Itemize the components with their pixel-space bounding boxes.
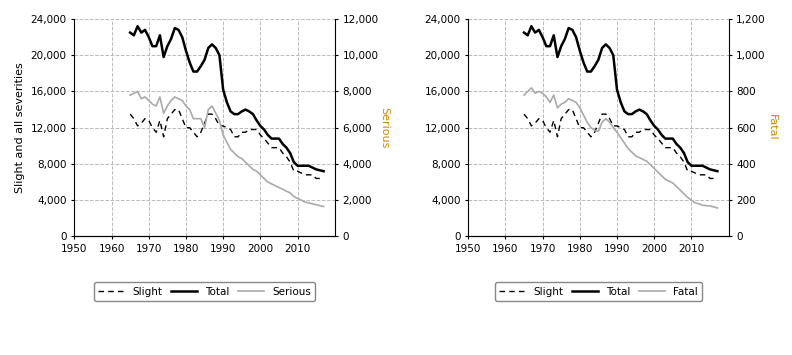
Slight xyxy=(170,108,180,112)
Line: Slight: Slight xyxy=(130,110,324,179)
Slight xyxy=(311,176,321,181)
Fatal xyxy=(575,106,584,110)
Slight xyxy=(713,176,722,181)
Fatal xyxy=(672,185,681,189)
Serious xyxy=(245,164,254,168)
Y-axis label: Fatal: Fatal xyxy=(767,114,777,141)
Line: Total: Total xyxy=(524,26,718,171)
Serious xyxy=(241,160,250,164)
Fatal xyxy=(694,202,703,206)
Total xyxy=(645,118,655,122)
Total xyxy=(300,164,310,168)
Slight xyxy=(181,126,191,130)
Slight xyxy=(649,133,659,137)
Total xyxy=(278,142,287,146)
Total xyxy=(713,169,722,173)
Total xyxy=(133,24,143,28)
Slight xyxy=(672,151,681,155)
Fatal xyxy=(713,206,722,210)
Total xyxy=(672,142,681,146)
Total xyxy=(575,49,584,53)
Total xyxy=(125,31,135,35)
Slight xyxy=(564,108,573,112)
Fatal xyxy=(645,163,655,167)
Total xyxy=(252,118,261,122)
Y-axis label: Serious: Serious xyxy=(379,107,390,148)
Fatal xyxy=(520,93,529,97)
Total xyxy=(634,108,644,112)
Slight xyxy=(245,127,254,132)
Slight xyxy=(705,176,714,181)
Line: Fatal: Fatal xyxy=(524,88,718,208)
Y-axis label: Slight and all severities: Slight and all severities xyxy=(15,62,25,193)
Serious xyxy=(125,93,135,97)
Fatal xyxy=(638,157,648,162)
Slight xyxy=(575,126,584,130)
Total xyxy=(319,169,329,173)
Line: Serious: Serious xyxy=(130,92,324,207)
Slight xyxy=(520,112,529,116)
Serious xyxy=(278,187,287,191)
Slight xyxy=(241,130,250,135)
Total xyxy=(241,108,250,112)
Total xyxy=(694,164,703,168)
Fatal xyxy=(527,86,536,90)
Legend: Slight, Total, Serious: Slight, Total, Serious xyxy=(94,282,315,301)
Serious xyxy=(181,104,191,108)
Line: Total: Total xyxy=(130,26,324,171)
Serious xyxy=(300,200,310,204)
Slight xyxy=(645,127,655,132)
Serious xyxy=(319,204,329,209)
Slight xyxy=(252,127,261,132)
Total xyxy=(245,109,254,114)
Slight xyxy=(634,130,644,135)
Legend: Slight, Total, Fatal: Slight, Total, Fatal xyxy=(495,282,702,301)
Total xyxy=(527,24,536,28)
Fatal xyxy=(634,155,644,160)
Slight xyxy=(319,176,329,181)
Line: Slight: Slight xyxy=(524,110,718,179)
Serious xyxy=(133,89,143,94)
Total xyxy=(638,109,648,114)
Slight xyxy=(256,133,265,137)
Total xyxy=(181,49,191,53)
Slight xyxy=(278,151,287,155)
Slight xyxy=(125,112,135,116)
Slight xyxy=(638,127,648,132)
Serious xyxy=(252,169,261,173)
Total xyxy=(520,31,529,35)
